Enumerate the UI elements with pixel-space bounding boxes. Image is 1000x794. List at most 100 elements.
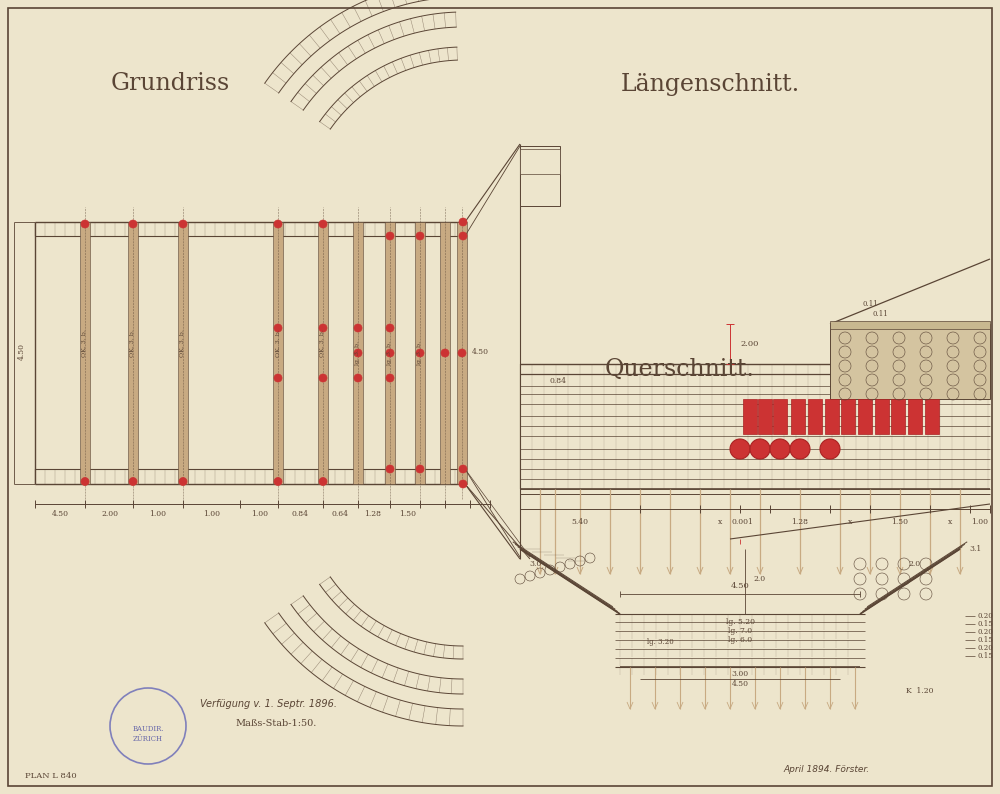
Circle shape [416, 465, 424, 473]
Text: x: x [848, 518, 852, 526]
Circle shape [459, 232, 467, 240]
Text: Längenschnitt.: Längenschnitt. [620, 72, 800, 95]
Text: 0.001: 0.001 [731, 518, 753, 526]
Bar [457, 222, 467, 484]
Circle shape [319, 324, 327, 332]
Text: lg. 3. b.: lg. 3. b. [388, 341, 392, 365]
Text: 0.84: 0.84 [292, 510, 308, 518]
Bar [318, 222, 328, 484]
Text: PLAN L 840: PLAN L 840 [25, 772, 77, 780]
Text: Grundriss: Grundriss [110, 72, 230, 95]
Bar [743, 399, 757, 434]
Bar [273, 222, 283, 484]
Text: OK. 3. b.: OK. 3. b. [276, 329, 280, 357]
Text: Maßs-Stab-1:50.: Maßs-Stab-1:50. [235, 719, 316, 729]
Bar [520, 149, 560, 174]
Circle shape [730, 439, 750, 459]
Circle shape [354, 349, 362, 357]
Text: 4.50: 4.50 [472, 348, 488, 356]
Text: 0.15: 0.15 [978, 620, 994, 628]
Circle shape [416, 232, 424, 240]
Text: 1.28: 1.28 [364, 510, 382, 518]
Text: 0.20: 0.20 [978, 644, 994, 652]
Circle shape [416, 349, 424, 357]
Text: 1.00: 1.00 [972, 518, 988, 526]
Text: ZÜRICH: ZÜRICH [133, 735, 163, 743]
Bar [908, 399, 922, 434]
Text: 0.64: 0.64 [332, 510, 349, 518]
Text: 3.0: 3.0 [529, 560, 541, 568]
Bar [353, 222, 363, 484]
Circle shape [386, 324, 394, 332]
Text: OK. 3. b.: OK. 3. b. [82, 329, 88, 357]
Circle shape [459, 465, 467, 473]
Circle shape [386, 374, 394, 382]
Text: OK. 3. b.: OK. 3. b. [130, 329, 136, 357]
Bar [80, 222, 90, 484]
Text: 1.50: 1.50 [892, 518, 908, 526]
Bar [875, 399, 889, 434]
Bar [841, 399, 855, 434]
Text: 4.50: 4.50 [18, 344, 26, 360]
Circle shape [770, 439, 790, 459]
Text: 1.00: 1.00 [150, 510, 166, 518]
Text: 1.28: 1.28 [792, 518, 808, 526]
Circle shape [81, 477, 89, 485]
Circle shape [274, 374, 282, 382]
Text: 4.50: 4.50 [731, 582, 749, 590]
Text: 1.00: 1.00 [204, 510, 220, 518]
Text: lg. 3.20: lg. 3.20 [647, 638, 673, 646]
Bar [128, 222, 138, 484]
Circle shape [319, 220, 327, 228]
Bar [520, 146, 560, 206]
Circle shape [319, 477, 327, 485]
Circle shape [319, 374, 327, 382]
Circle shape [441, 349, 449, 357]
Circle shape [274, 220, 282, 228]
Text: 4.50: 4.50 [52, 510, 68, 518]
Text: 0.20: 0.20 [978, 612, 994, 620]
Bar [830, 321, 990, 329]
Text: OK. 3. b.: OK. 3. b. [180, 329, 186, 357]
Bar [440, 222, 450, 484]
Circle shape [790, 439, 810, 459]
Text: 5.40: 5.40 [572, 518, 588, 526]
Text: April 1894. Förster.: April 1894. Förster. [784, 765, 870, 773]
Bar [808, 399, 822, 434]
Circle shape [750, 439, 770, 459]
Text: 3.1: 3.1 [969, 545, 981, 553]
Circle shape [129, 477, 137, 485]
Circle shape [274, 324, 282, 332]
Circle shape [386, 232, 394, 240]
Bar [758, 399, 772, 434]
Circle shape [459, 218, 467, 226]
Text: 2.00: 2.00 [741, 340, 759, 348]
Circle shape [354, 374, 362, 382]
Bar [858, 399, 872, 434]
Circle shape [458, 349, 466, 357]
Text: lg. 6.0: lg. 6.0 [728, 636, 752, 644]
Circle shape [459, 480, 467, 488]
Text: Verfügung v. 1. Septr. 1896.: Verfügung v. 1. Septr. 1896. [200, 699, 337, 709]
Text: 0.11: 0.11 [872, 310, 888, 318]
Text: K  1.20: K 1.20 [906, 687, 934, 695]
Text: 1.50: 1.50 [400, 510, 416, 518]
Circle shape [179, 220, 187, 228]
Text: x: x [718, 518, 722, 526]
Bar [773, 399, 787, 434]
Bar [830, 324, 990, 399]
Bar [925, 399, 939, 434]
Bar [825, 399, 839, 434]
Text: 3.00: 3.00 [731, 670, 749, 678]
Circle shape [81, 220, 89, 228]
Text: 4.50: 4.50 [732, 680, 748, 688]
Text: 0.84: 0.84 [550, 377, 567, 385]
Text: 1.00: 1.00 [252, 510, 268, 518]
Text: 0.11: 0.11 [862, 300, 878, 308]
Bar [178, 222, 188, 484]
Text: lg. 7.0: lg. 7.0 [728, 627, 752, 635]
Text: 0.15: 0.15 [978, 652, 994, 660]
Text: lg. 3. b.: lg. 3. b. [356, 341, 360, 365]
Text: lg. 3. b.: lg. 3. b. [418, 341, 422, 365]
Circle shape [129, 220, 137, 228]
